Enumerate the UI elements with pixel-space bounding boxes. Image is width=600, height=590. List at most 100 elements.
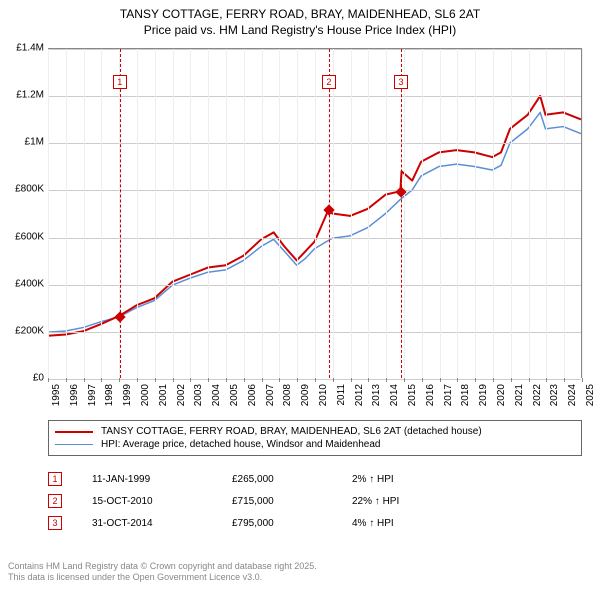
x-gridline	[66, 49, 67, 378]
legend-item: HPI: Average price, detached house, Wind…	[55, 438, 575, 451]
x-tick-mark	[101, 378, 102, 382]
x-gridline	[244, 49, 245, 378]
x-tick-label: 2000	[140, 384, 151, 406]
sale-price: £795,000	[232, 518, 322, 529]
x-gridline	[368, 49, 369, 378]
y-tick-label: £1M	[25, 137, 44, 148]
sale-price: £715,000	[232, 496, 322, 507]
x-gridline	[582, 49, 583, 378]
sale-marker-badge: 1	[113, 75, 127, 89]
sale-delta-vs-hpi: 4% ↑ HPI	[352, 518, 394, 529]
x-tick-label: 2013	[371, 384, 382, 406]
x-gridline	[546, 49, 547, 378]
x-tick-label: 2017	[443, 384, 454, 406]
x-tick-label: 2022	[532, 384, 543, 406]
x-tick-mark	[475, 378, 476, 382]
x-tick-mark	[279, 378, 280, 382]
footer-line-1: Contains HM Land Registry data © Crown c…	[8, 561, 317, 573]
x-tick-mark	[440, 378, 441, 382]
sale-marker-line	[401, 49, 402, 378]
x-tick-label: 2018	[460, 384, 471, 406]
x-tick-label: 1997	[87, 384, 98, 406]
x-gridline	[155, 49, 156, 378]
x-gridline	[279, 49, 280, 378]
x-gridline	[333, 49, 334, 378]
x-tick-label: 1998	[104, 384, 115, 406]
sale-delta-vs-hpi: 22% ↑ HPI	[352, 496, 399, 507]
x-gridline	[404, 49, 405, 378]
x-tick-mark	[244, 378, 245, 382]
x-tick-label: 2015	[407, 384, 418, 406]
x-gridline	[351, 49, 352, 378]
sale-date: 15-OCT-2010	[92, 496, 202, 507]
x-gridline	[440, 49, 441, 378]
x-gridline	[297, 49, 298, 378]
x-tick-label: 2025	[585, 384, 596, 406]
sales-table: 111-JAN-1999£265,0002% ↑ HPI215-OCT-2010…	[48, 468, 582, 534]
sale-price: £265,000	[232, 474, 322, 485]
sales-table-row: 215-OCT-2010£715,00022% ↑ HPI	[48, 490, 582, 512]
x-tick-mark	[368, 378, 369, 382]
x-gridline	[493, 49, 494, 378]
x-tick-mark	[66, 378, 67, 382]
x-tick-label: 2019	[478, 384, 489, 406]
x-tick-mark	[457, 378, 458, 382]
legend-label: TANSY COTTAGE, FERRY ROAD, BRAY, MAIDENH…	[101, 426, 482, 437]
x-gridline	[137, 49, 138, 378]
x-tick-mark	[226, 378, 227, 382]
x-tick-label: 2005	[229, 384, 240, 406]
x-tick-label: 2001	[158, 384, 169, 406]
chart-container: TANSY COTTAGE, FERRY ROAD, BRAY, MAIDENH…	[0, 0, 600, 590]
x-tick-mark	[546, 378, 547, 382]
x-gridline	[422, 49, 423, 378]
attribution-footer: Contains HM Land Registry data © Crown c…	[8, 561, 317, 584]
sale-date: 31-OCT-2014	[92, 518, 202, 529]
x-tick-mark	[208, 378, 209, 382]
chart-title-block: TANSY COTTAGE, FERRY ROAD, BRAY, MAIDENH…	[0, 0, 600, 38]
x-tick-mark	[297, 378, 298, 382]
x-gridline	[529, 49, 530, 378]
x-tick-mark	[262, 378, 263, 382]
x-gridline	[101, 49, 102, 378]
x-gridline	[386, 49, 387, 378]
sale-index-badge: 3	[48, 516, 62, 530]
x-tick-label: 2011	[336, 384, 347, 406]
x-tick-label: 1995	[51, 384, 62, 406]
y-tick-label: £0	[33, 373, 44, 384]
x-gridline	[173, 49, 174, 378]
x-tick-mark	[511, 378, 512, 382]
x-tick-label: 2010	[318, 384, 329, 406]
x-gridline	[564, 49, 565, 378]
x-tick-mark	[48, 378, 49, 382]
x-tick-label: 1996	[69, 384, 80, 406]
x-tick-label: 2024	[567, 384, 578, 406]
x-gridline	[208, 49, 209, 378]
x-tick-mark	[137, 378, 138, 382]
title-line-1: TANSY COTTAGE, FERRY ROAD, BRAY, MAIDENH…	[0, 6, 600, 22]
title-line-2: Price paid vs. HM Land Registry's House …	[0, 22, 600, 38]
legend: TANSY COTTAGE, FERRY ROAD, BRAY, MAIDENH…	[48, 420, 582, 456]
x-tick-mark	[351, 378, 352, 382]
y-tick-label: £1.2M	[16, 90, 44, 101]
x-tick-label: 2014	[389, 384, 400, 406]
x-tick-label: 2016	[425, 384, 436, 406]
x-tick-label: 2020	[496, 384, 507, 406]
sales-table-row: 3 31-OCT-2014 £795,000 4% ↑ HPI	[48, 512, 582, 534]
y-tick-label: £1.4M	[16, 43, 44, 54]
x-gridline	[315, 49, 316, 378]
footer-line-2: This data is licensed under the Open Gov…	[8, 572, 317, 584]
y-tick-label: £800K	[15, 184, 44, 195]
x-tick-mark	[155, 378, 156, 382]
legend-item: TANSY COTTAGE, FERRY ROAD, BRAY, MAIDENH…	[55, 425, 575, 438]
y-tick-label: £200K	[15, 325, 44, 336]
x-gridline	[511, 49, 512, 378]
sale-index-badge: 1	[48, 472, 62, 486]
sale-delta-vs-hpi: 2% ↑ HPI	[352, 474, 394, 485]
x-gridline	[48, 49, 49, 378]
x-tick-mark	[84, 378, 85, 382]
x-gridline	[262, 49, 263, 378]
x-tick-label: 2004	[211, 384, 222, 406]
x-tick-mark	[119, 378, 120, 382]
legend-label: HPI: Average price, detached house, Wind…	[101, 439, 380, 450]
x-tick-mark	[173, 378, 174, 382]
